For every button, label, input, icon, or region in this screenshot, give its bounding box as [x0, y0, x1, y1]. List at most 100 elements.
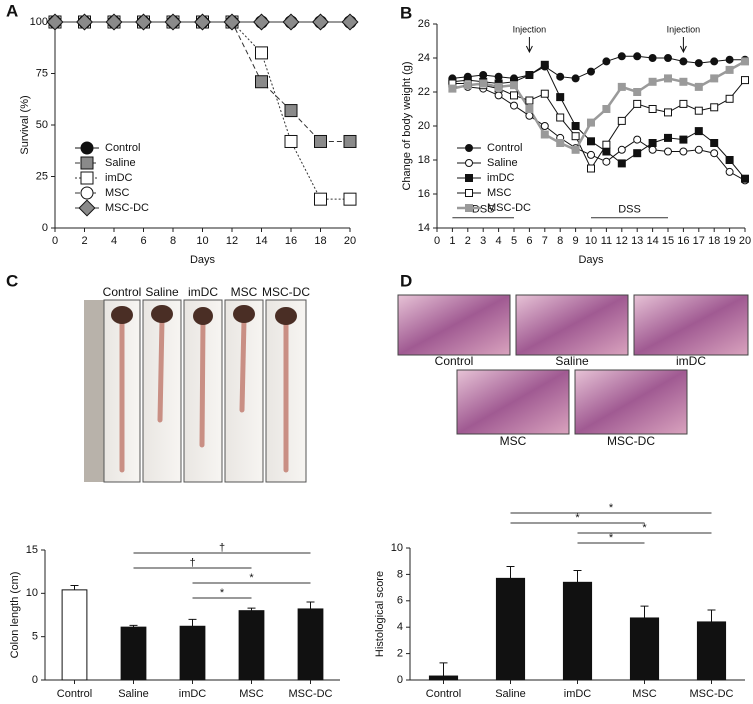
y-tick-label: 0: [42, 222, 48, 234]
marker: [664, 108, 672, 117]
marker: [525, 96, 534, 105]
bar: [696, 621, 727, 681]
legend-marker: [465, 159, 473, 167]
x-tick-label: 4: [111, 235, 117, 247]
marker: [105, 13, 123, 31]
y-tick-label: 2: [397, 648, 403, 660]
significance-label: *: [609, 502, 614, 514]
y-tick-label: 22: [418, 86, 430, 98]
error-bar: [70, 585, 79, 590]
panel-label: C: [6, 271, 18, 290]
y-tick-label: 15: [26, 544, 38, 556]
x-tick-label: 11: [601, 235, 612, 247]
y-axis-label: Histological score: [374, 571, 386, 657]
marker: [571, 132, 580, 141]
marker: [134, 13, 153, 31]
marker: [694, 59, 703, 68]
histology-image: [397, 294, 511, 356]
marker: [679, 135, 688, 144]
significance-label: *: [609, 532, 614, 544]
marker: [725, 94, 734, 103]
y-tick-label: 24: [418, 52, 430, 64]
x-tick-label: 20: [739, 235, 751, 247]
marker: [556, 72, 565, 81]
x-tick-label: 1: [449, 235, 455, 247]
x-tick-label: 16: [285, 235, 297, 247]
x-tick-label: 19: [723, 235, 735, 247]
marker: [556, 113, 565, 122]
legend-marker: [80, 156, 94, 170]
annotation: Injection: [667, 24, 701, 34]
x-tick-label: 18: [708, 235, 720, 247]
y-tick-label: 6: [397, 595, 403, 607]
marker: [633, 52, 642, 61]
y-tick-label: 26: [418, 18, 430, 30]
marker: [525, 105, 534, 113]
legend-marker: [80, 186, 94, 200]
marker: [46, 13, 64, 31]
x-tick-label: 14: [646, 235, 658, 247]
significance-label: *: [249, 572, 254, 584]
y-tick-label: 18: [418, 154, 430, 166]
y-tick-label: 20: [418, 120, 430, 132]
x-tick-label: 9: [573, 235, 579, 247]
marker: [602, 105, 611, 113]
marker: [633, 88, 642, 96]
x-tick-label: 12: [616, 235, 628, 247]
marker: [664, 74, 672, 83]
marker: [525, 111, 534, 120]
marker: [571, 74, 580, 83]
histology-image: [515, 294, 629, 356]
marker: [648, 77, 657, 86]
legend-label: Control: [487, 142, 522, 154]
marker: [710, 74, 719, 83]
photo-label: imDC: [188, 285, 218, 299]
bar: [179, 625, 206, 681]
x-tick-label: 12: [226, 235, 238, 247]
marker: [164, 13, 182, 31]
x-tick-label: 18: [314, 235, 326, 247]
annotation-arrow: [679, 37, 687, 54]
x-tick-label: Saline: [495, 688, 526, 700]
y-axis-label: Survival (%): [19, 95, 31, 154]
marker: [710, 139, 719, 147]
x-tick-label: 10: [585, 235, 597, 247]
marker: [448, 84, 457, 93]
y-tick-label: 25: [36, 170, 48, 182]
marker: [540, 60, 549, 69]
marker: [725, 65, 734, 74]
photo-label: Control: [435, 354, 474, 368]
x-tick-label: imDC: [564, 688, 592, 700]
photo-label: Saline: [145, 285, 179, 299]
significance-label: *: [575, 512, 580, 524]
x-tick-label: 20: [344, 235, 356, 247]
marker: [694, 106, 703, 115]
panel-label: D: [400, 271, 412, 290]
y-tick-label: 5: [32, 631, 38, 643]
histology-image: [456, 369, 570, 435]
photo-label: MSC: [500, 434, 527, 448]
bar: [428, 675, 459, 681]
error-bar: [506, 565, 515, 579]
x-tick-label: MSC: [239, 688, 264, 700]
x-tick-label: Saline: [118, 688, 149, 700]
x-tick-label: 13: [631, 235, 643, 247]
marker: [617, 52, 626, 61]
bar: [120, 626, 147, 681]
marker: [617, 82, 626, 91]
error-bar: [247, 607, 256, 611]
marker: [571, 122, 580, 130]
x-tick-label: 3: [480, 235, 486, 247]
marker: [710, 103, 719, 112]
legend-label: MSC: [487, 187, 512, 199]
x-tick-label: 2: [465, 235, 471, 247]
bar: [61, 589, 88, 681]
marker: [602, 57, 611, 66]
marker: [510, 81, 518, 90]
marker: [311, 13, 330, 31]
significance-label: *: [642, 522, 647, 534]
x-tick-label: Control: [426, 688, 461, 700]
marker: [664, 133, 672, 142]
photo-label: MSC: [231, 285, 258, 299]
